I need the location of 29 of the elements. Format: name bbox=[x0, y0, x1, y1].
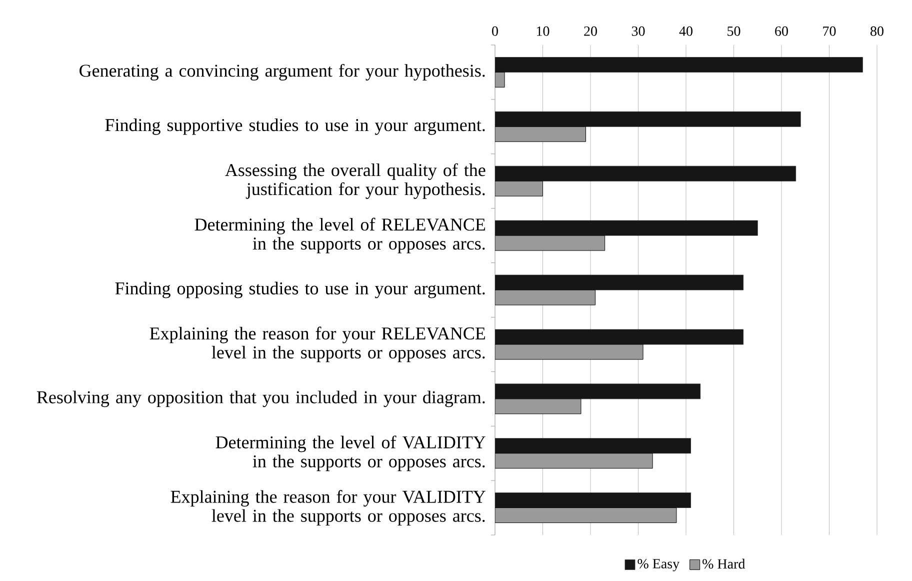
y-tick-label: Resolving any opposition that you included in your diagram. bbox=[36, 390, 485, 408]
x-tick-label: 80 bbox=[870, 26, 884, 36]
y-tick-label: Explaining the reason for your VALIDITY level in the supports or opposes arcs. bbox=[170, 490, 486, 526]
y-tick-label: Assessing the overall quality of the justification for your hypothesis. bbox=[225, 163, 486, 199]
x-tick-label: 30 bbox=[632, 26, 645, 36]
x-tick-label: 40 bbox=[679, 26, 692, 36]
bar bbox=[495, 492, 691, 508]
x-tick-label: 0 bbox=[492, 26, 498, 36]
x-tick-label: 70 bbox=[823, 26, 836, 36]
bar bbox=[495, 438, 691, 454]
x-tick-label: 10 bbox=[536, 26, 550, 36]
y-tick-label: Determining the level of RELEVANCE in the supports or opposes arcs. bbox=[194, 218, 486, 254]
y-tick-label: Generating a convincing argument for your hypothesis. bbox=[80, 64, 485, 81]
x-tick-label: 60 bbox=[775, 26, 788, 36]
y-tick-label: Determining the level of VALIDITY in the supports or opposes arcs. bbox=[216, 436, 486, 472]
bar bbox=[495, 220, 758, 236]
y-tick-label: Explaining the reason for your RELEVANCE level in the supports or opposes arcs. bbox=[150, 326, 486, 362]
y-tick-label: Finding supportive studies to use in your argument. bbox=[105, 118, 485, 135]
bar bbox=[495, 57, 863, 72]
legend-label: % Easy bbox=[638, 558, 680, 572]
bar bbox=[495, 111, 801, 127]
bar bbox=[495, 329, 744, 345]
x-tick-label: 50 bbox=[728, 26, 740, 36]
bar bbox=[495, 166, 796, 182]
bar bbox=[495, 274, 744, 290]
x-tick-label: 20 bbox=[584, 26, 597, 36]
bar bbox=[495, 384, 701, 400]
legend-label: % Hard bbox=[702, 558, 746, 569]
y-tick-label: Finding opposing studies to use in your argument. bbox=[115, 282, 485, 298]
